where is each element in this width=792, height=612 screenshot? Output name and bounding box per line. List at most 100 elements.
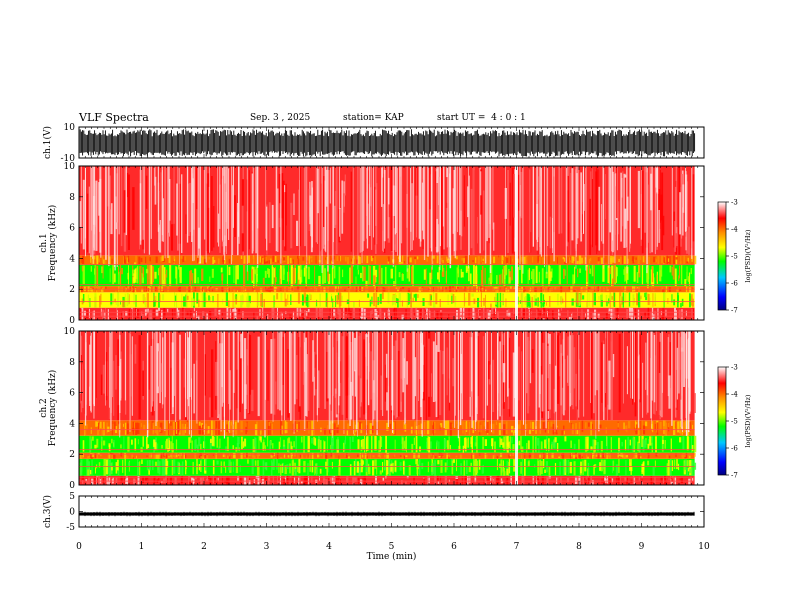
ch2-spec-texture — [372, 460, 375, 476]
ch1-spec-texture — [520, 257, 523, 262]
ch2-spec-texture — [247, 459, 249, 464]
ch2-spec-texture — [513, 459, 516, 472]
ch2-spec-texture — [682, 422, 685, 434]
ch2-spec-texture — [311, 438, 314, 444]
ch2-spec-texture — [469, 476, 471, 484]
ch2-spec-texture — [524, 453, 526, 459]
ch1-spec-texture — [165, 274, 167, 286]
ch1-spec-texture — [499, 292, 502, 308]
ch1-spec-texture — [100, 289, 103, 292]
ch2-spec-texture — [491, 423, 493, 434]
ch1-spec-texture — [182, 307, 184, 320]
ch2-spec-sferic-streak — [343, 331, 345, 434]
ch1-spec-texture — [208, 257, 210, 260]
ch1-spec-sferic-streak — [566, 166, 568, 247]
ch2-spec-texture — [146, 436, 148, 450]
ch1-spec-texture — [271, 204, 274, 229]
ch1-spec-texture — [475, 257, 477, 264]
ch2-spec-texture — [379, 436, 381, 452]
ch2-spec-texture — [86, 424, 88, 430]
x-tick-label: 6 — [451, 542, 457, 552]
ch2-spec-texture — [603, 459, 606, 475]
ch2-spec-texture — [283, 439, 285, 447]
ch1-spec-texture — [267, 268, 269, 275]
ch1-spec-texture — [365, 280, 368, 286]
ch2-spec-texture — [277, 475, 279, 483]
ch2-spec-texture — [156, 426, 159, 436]
ch1-spec-texture — [231, 255, 233, 262]
ch1-spec-texture — [666, 255, 668, 265]
ch1-spec-texture — [317, 168, 319, 214]
ch1-spec-texture — [401, 300, 403, 307]
ch1-spec-texture — [105, 286, 107, 290]
ch1-spec-texture — [398, 293, 401, 301]
ch2-spec-sferic-streak — [229, 331, 230, 434]
ch2-spec-texture — [208, 397, 211, 418]
ch2-spec-texture — [437, 335, 439, 419]
ch2-spec-texture — [179, 420, 181, 435]
ch1-spec-sferic-streak — [164, 166, 166, 259]
ch1-spec-texture — [297, 256, 299, 265]
ch2-spec-texture — [537, 460, 539, 476]
ch1-spec-texture — [521, 264, 523, 284]
ch1-spec-texture — [213, 260, 216, 263]
ch1-spec-sferic-streak — [536, 166, 537, 240]
ch1-spec-texture — [442, 166, 444, 227]
ch2-spec-hline — [79, 476, 695, 478]
ch1-spec-texture — [611, 296, 613, 300]
ch2-spec-sferic-streak — [152, 331, 154, 402]
ch1-spec-texture — [567, 310, 569, 317]
ch1-spec-sferic-streak — [629, 166, 631, 244]
ch2-spec-texture — [446, 442, 450, 450]
ch2-spec-sferic-streak — [646, 331, 648, 396]
ch1-spec-texture — [88, 186, 90, 254]
ch2-spec-texture — [546, 435, 548, 445]
ch1-spec-texture — [447, 258, 450, 264]
ch2-spec-texture — [403, 422, 405, 429]
ch1-spec-texture — [309, 195, 312, 225]
ch2-spec-texture — [272, 459, 275, 470]
ch1-spec-hline — [79, 288, 695, 290]
ch1-spec-texture — [584, 258, 586, 265]
ch1-spec-texture — [481, 266, 484, 287]
ch2-spec-texture — [461, 476, 463, 485]
ch2-spec-texture — [629, 439, 631, 446]
ch2-spec-texture — [345, 436, 346, 445]
ch2-spec-texture — [405, 481, 407, 484]
ch2-spec-texture — [426, 438, 428, 452]
ch1-spec-texture — [530, 232, 532, 253]
ch2-spec-texture — [79, 479, 81, 482]
ch2-spec-colorbar — [717, 366, 727, 476]
ch2-spec-texture — [229, 370, 231, 410]
ch2-spec-texture — [175, 439, 178, 451]
ch1-spec-sferic-streak — [629, 166, 631, 252]
ch2-spec-texture — [226, 436, 229, 452]
ch2-spec-texture — [181, 476, 183, 483]
ch1-spec-texture — [504, 274, 506, 280]
ch2-spec-texture — [239, 341, 241, 413]
ch1-spec-texture — [532, 268, 535, 285]
ch2-spec-texture — [333, 476, 336, 482]
ch2-spec-sferic-streak — [525, 331, 526, 436]
ch1-spec-texture — [305, 286, 307, 289]
ch2-spec-texture — [501, 480, 504, 484]
ch2-spec-texture — [224, 454, 226, 458]
ch2-spec-sferic-streak — [185, 331, 186, 399]
ch1-spec-ytick-label: 0 — [69, 316, 75, 326]
ch1-spec-texture — [438, 266, 440, 283]
ch2-spec-texture — [556, 477, 559, 480]
ch2-spec-texture — [542, 458, 545, 469]
ch2-spec-texture — [211, 420, 213, 436]
ch1-spec-texture — [154, 271, 157, 279]
ch1-spec-texture — [387, 292, 390, 304]
ch1-waveform-trace — [78, 129, 696, 157]
ch2-spec-texture — [536, 476, 539, 481]
ch2-spec-texture — [107, 480, 109, 485]
ch2-spec-texture — [470, 441, 473, 448]
ch2-spec-texture — [350, 349, 353, 420]
ch1-spec-texture — [402, 287, 405, 290]
ch2-spec-texture — [190, 477, 192, 483]
ch1-spec-texture — [260, 293, 263, 307]
ch2-spec-colorbar-label: log(PSD)(V²/Hz) — [744, 394, 752, 447]
ch2-spec-texture — [394, 421, 396, 435]
